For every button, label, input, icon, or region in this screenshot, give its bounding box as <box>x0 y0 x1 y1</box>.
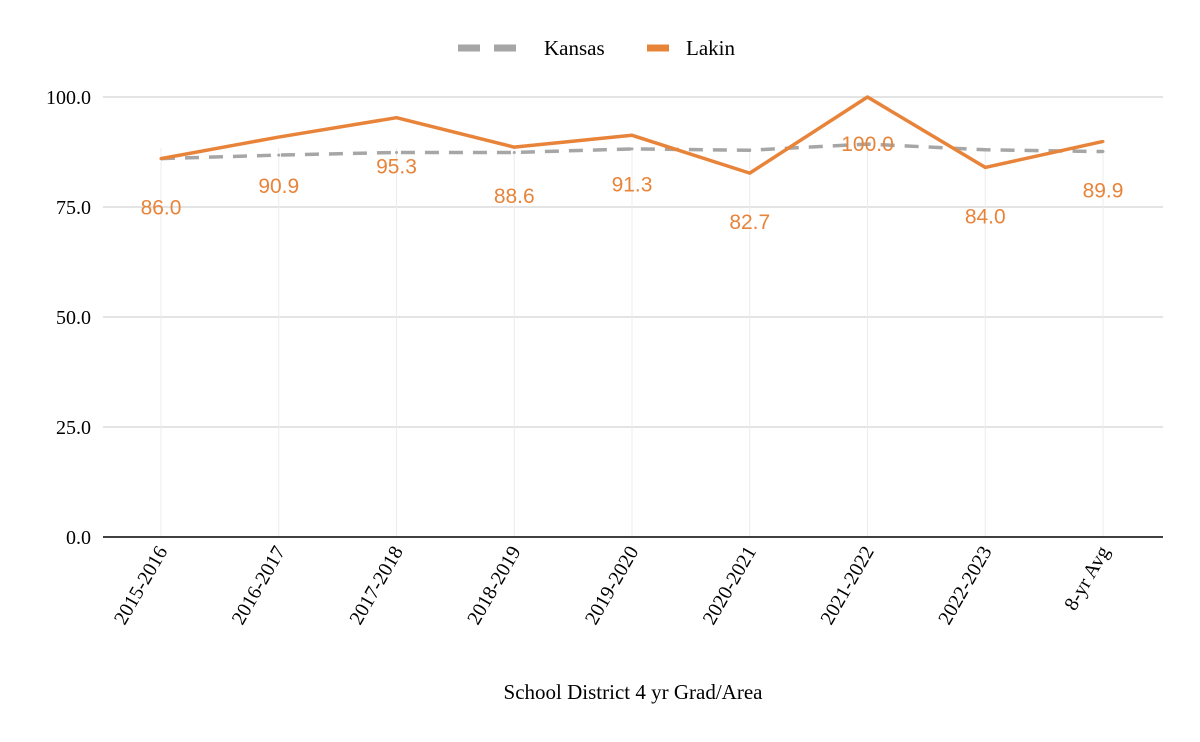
series-lines <box>159 95 1105 175</box>
legend-label-kansas: Kansas <box>544 36 605 60</box>
x-tick-label: 2017-2018 <box>345 543 407 629</box>
gridlines <box>103 96 1163 428</box>
x-axis-title: School District 4 yr Grad/Area <box>504 680 764 704</box>
data-label-lakin: 95.3 <box>376 156 417 179</box>
x-axis-ticks <box>160 148 1104 537</box>
data-point-lakin <box>866 95 869 99</box>
data-point-lakin <box>277 135 281 139</box>
y-tick-label: 0.0 <box>66 527 91 549</box>
data-point-lakin <box>983 165 987 169</box>
data-point-kansas <box>1101 150 1105 154</box>
data-point-lakin <box>1101 139 1105 143</box>
x-tick-label: 2016-2017 <box>228 543 290 629</box>
data-label-lakin: 89.9 <box>1083 179 1124 202</box>
data-label-lakin: 86.0 <box>141 197 182 220</box>
x-tick-label: 2015-2016 <box>110 543 172 629</box>
data-point-kansas <box>983 148 987 152</box>
y-tick-label: 100.0 <box>46 87 91 109</box>
y-tick-label: 75.0 <box>56 197 91 219</box>
data-labels: 86.0 90.9 95.3 88.6 91.3 82.7 100.0 84.0 89.9 <box>141 133 1124 234</box>
data-label-lakin: 88.6 <box>494 185 535 208</box>
x-tick-label: 2019-2020 <box>581 543 643 629</box>
data-label-lakin: 82.7 <box>729 211 770 234</box>
x-tick-label: 2022-2023 <box>934 543 996 629</box>
x-tick-label: 2020-2021 <box>699 543 761 629</box>
data-point-lakin <box>630 133 634 137</box>
data-point-lakin <box>748 171 752 175</box>
data-point-kansas <box>630 147 634 151</box>
y-tick-label: 25.0 <box>56 417 91 439</box>
x-tick-label: 2018-2019 <box>463 543 525 629</box>
data-point-lakin <box>512 145 516 149</box>
data-point-kansas <box>277 153 281 157</box>
data-label-lakin: 91.3 <box>612 173 653 196</box>
legend-label-lakin: Lakin <box>686 36 735 60</box>
data-point-kansas <box>395 150 398 154</box>
y-axis: 0.0 25.0 50.0 75.0 100.0 <box>46 87 91 549</box>
data-point-kansas <box>866 142 869 146</box>
data-point-lakin <box>159 157 163 161</box>
legend: Kansas Lakin <box>458 36 735 60</box>
data-point-kansas <box>512 150 516 154</box>
x-axis: 2015-2016 2016-2017 2017-2018 2018-2019 2019… <box>103 536 1163 629</box>
data-point-kansas <box>748 148 752 152</box>
x-tick-label: 2021-2022 <box>816 543 878 629</box>
y-tick-label: 50.0 <box>56 307 91 329</box>
data-label-lakin: 100.0 <box>841 133 894 156</box>
data-point-lakin <box>395 116 398 120</box>
x-tick-label: 8-yr Avg <box>1060 543 1114 615</box>
data-label-lakin: 84.0 <box>965 205 1006 228</box>
series-line-kansas <box>160 142 1104 161</box>
data-label-lakin: 90.9 <box>258 175 299 198</box>
